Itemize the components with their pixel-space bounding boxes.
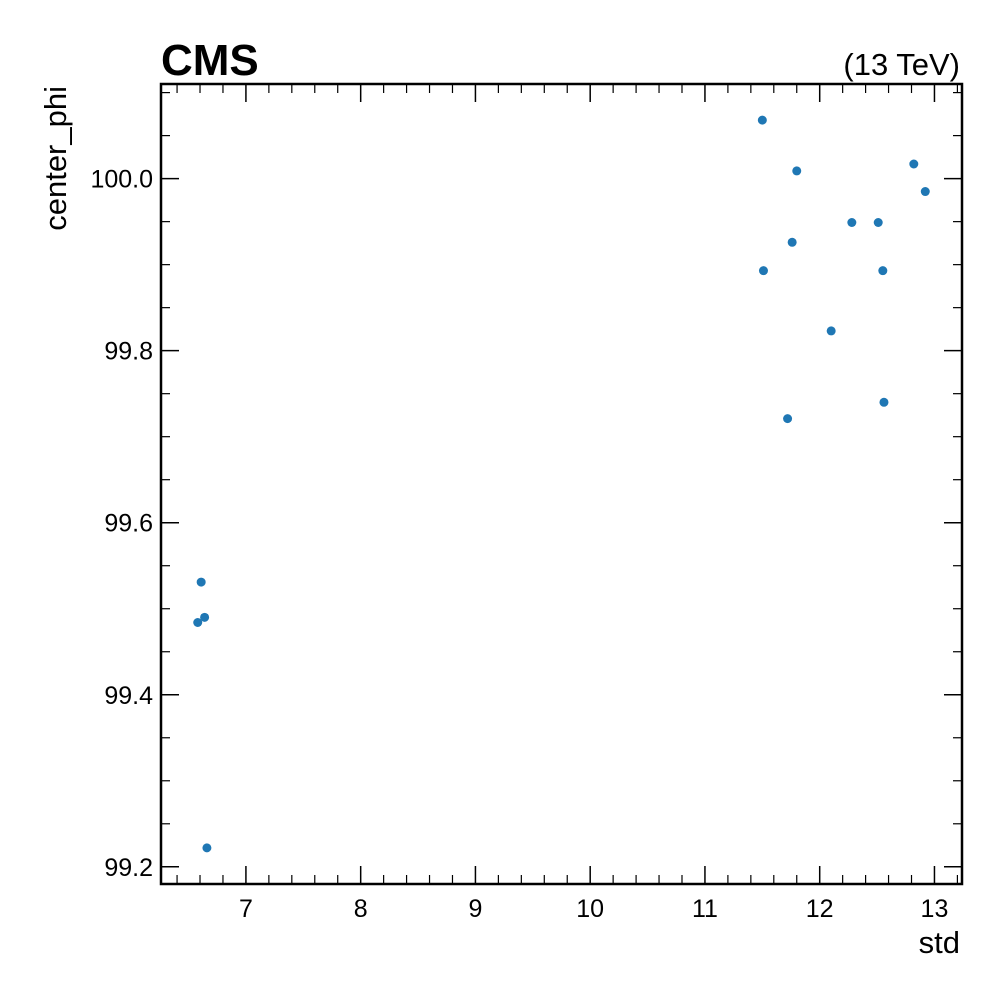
x-tick-label: 7 bbox=[239, 895, 253, 923]
data-point bbox=[787, 237, 797, 247]
x-tick-label: 9 bbox=[468, 895, 482, 923]
data-point bbox=[879, 397, 889, 407]
x-axis-label: std bbox=[919, 925, 960, 960]
x-tick-label: 12 bbox=[806, 895, 834, 923]
data-point bbox=[196, 577, 206, 587]
data-point bbox=[758, 266, 768, 276]
data-point bbox=[757, 115, 767, 125]
axis-ticks bbox=[161, 84, 962, 884]
experiment-label: CMS bbox=[161, 36, 259, 85]
plot-frame bbox=[159, 82, 964, 886]
data-point bbox=[783, 414, 793, 424]
data-point bbox=[826, 326, 836, 336]
x-tick-label: 8 bbox=[354, 895, 368, 923]
x-tick-label: 11 bbox=[692, 895, 718, 923]
y-axis-label: center_phi bbox=[38, 86, 73, 231]
y-tick-label: 99.4 bbox=[104, 682, 153, 710]
data-points bbox=[193, 115, 930, 853]
y-tick-label: 99.8 bbox=[104, 338, 153, 366]
data-point bbox=[920, 187, 930, 197]
data-point bbox=[873, 217, 883, 227]
data-point bbox=[909, 159, 919, 169]
y-tick-label: 99.2 bbox=[104, 854, 153, 882]
energy-label: (13 TeV) bbox=[843, 47, 960, 82]
data-point bbox=[200, 612, 210, 622]
data-point bbox=[847, 217, 857, 227]
x-tick-label: 10 bbox=[576, 895, 604, 923]
x-tick-label: 13 bbox=[921, 895, 949, 923]
y-tick-label: 99.6 bbox=[104, 510, 153, 538]
data-point bbox=[878, 266, 888, 276]
data-point bbox=[202, 843, 212, 853]
data-point bbox=[193, 617, 203, 627]
data-point bbox=[792, 166, 802, 176]
tick-labels: 7 8 9 10 11 12 13 99.2 99.4 99.6 99.8 100.0 bbox=[90, 166, 948, 923]
y-tick-label: 100.0 bbox=[90, 166, 153, 194]
